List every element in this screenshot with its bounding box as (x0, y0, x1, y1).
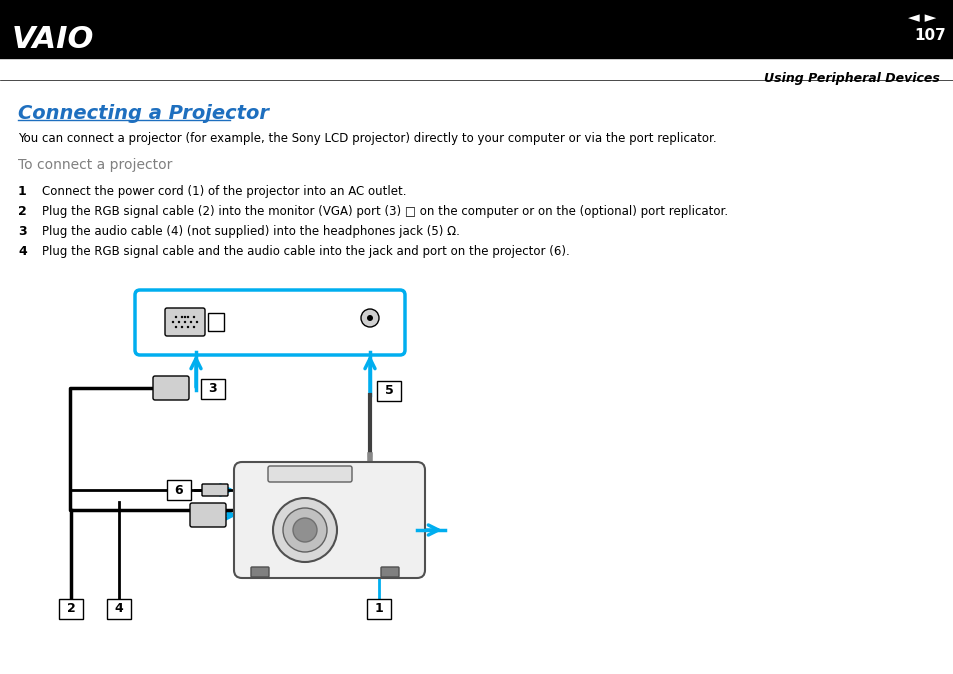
FancyBboxPatch shape (0, 0, 953, 58)
FancyBboxPatch shape (380, 567, 398, 577)
FancyBboxPatch shape (268, 466, 352, 482)
Text: Connecting a Projector: Connecting a Projector (18, 104, 269, 123)
Text: ◄ ►: ◄ ► (907, 11, 936, 26)
Circle shape (283, 508, 327, 552)
Circle shape (174, 326, 177, 328)
FancyBboxPatch shape (167, 480, 191, 500)
Circle shape (195, 321, 198, 324)
FancyBboxPatch shape (202, 484, 228, 496)
Text: Connect the power cord (1) of the projector into an AC outlet.: Connect the power cord (1) of the projec… (42, 185, 406, 198)
FancyBboxPatch shape (376, 381, 400, 401)
Text: You can connect a projector (for example, the Sony LCD projector) directly to yo: You can connect a projector (for example… (18, 132, 716, 145)
Text: 1: 1 (375, 603, 383, 615)
FancyBboxPatch shape (251, 567, 269, 577)
Circle shape (172, 321, 174, 324)
FancyBboxPatch shape (233, 462, 424, 578)
Circle shape (181, 316, 183, 318)
Text: 4: 4 (114, 603, 123, 615)
Text: 107: 107 (913, 28, 944, 42)
Text: 1: 1 (18, 185, 27, 198)
Text: VAIO: VAIO (12, 26, 94, 55)
FancyBboxPatch shape (367, 599, 391, 619)
Circle shape (184, 321, 186, 324)
Circle shape (193, 316, 195, 318)
Text: 3: 3 (18, 225, 27, 238)
Circle shape (181, 326, 183, 328)
FancyBboxPatch shape (107, 599, 131, 619)
Circle shape (187, 316, 189, 318)
FancyBboxPatch shape (135, 290, 405, 355)
Circle shape (187, 326, 189, 328)
Circle shape (367, 315, 373, 321)
Circle shape (293, 518, 316, 542)
FancyBboxPatch shape (59, 599, 83, 619)
FancyBboxPatch shape (190, 503, 226, 527)
Text: To connect a projector: To connect a projector (18, 158, 172, 172)
Text: 5: 5 (384, 384, 393, 398)
FancyBboxPatch shape (208, 313, 224, 331)
Text: 6: 6 (174, 483, 183, 497)
Circle shape (177, 321, 180, 324)
Text: Plug the RGB signal cable and the audio cable into the jack and port on the proj: Plug the RGB signal cable and the audio … (42, 245, 569, 258)
Text: 2: 2 (67, 603, 75, 615)
FancyBboxPatch shape (152, 376, 189, 400)
Circle shape (174, 316, 177, 318)
Text: Plug the audio cable (4) (not supplied) into the headphones jack (5) Ω.: Plug the audio cable (4) (not supplied) … (42, 225, 459, 238)
Circle shape (193, 326, 195, 328)
Circle shape (184, 316, 186, 318)
FancyBboxPatch shape (165, 308, 205, 336)
FancyBboxPatch shape (201, 379, 225, 399)
Text: 4: 4 (18, 245, 27, 258)
Text: 3: 3 (209, 383, 217, 396)
Text: 2: 2 (18, 205, 27, 218)
Circle shape (190, 321, 192, 324)
Circle shape (273, 498, 336, 562)
Text: Plug the RGB signal cable (2) into the monitor (VGA) port (3) □ on the computer : Plug the RGB signal cable (2) into the m… (42, 205, 727, 218)
Circle shape (360, 309, 378, 327)
Text: Using Peripheral Devices: Using Peripheral Devices (763, 72, 939, 85)
